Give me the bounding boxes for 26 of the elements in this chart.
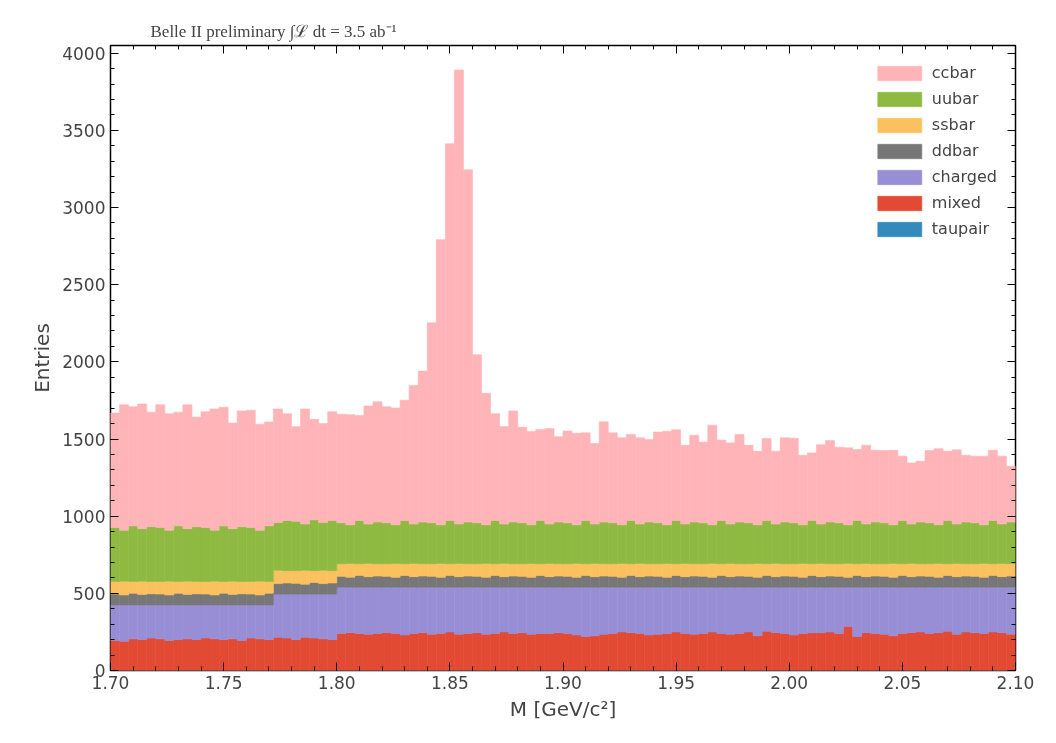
legend-label: taupair xyxy=(931,219,989,238)
y-tick-label: 3000 xyxy=(62,198,106,219)
x-tick-label: 1.95 xyxy=(657,672,696,693)
y-tick-label: 1500 xyxy=(62,429,106,450)
y-tick-label: 2000 xyxy=(62,352,106,373)
x-tick-label: 1.90 xyxy=(544,672,582,693)
x-tick-label: 2.05 xyxy=(883,672,922,693)
legend-label: ccbar xyxy=(931,63,976,82)
x-axis-title: M [GeV/c²] xyxy=(509,696,617,721)
legend-label: charged xyxy=(931,167,997,186)
x-tick-label: 1.75 xyxy=(204,672,243,693)
x-tick-label: 2.00 xyxy=(770,672,809,693)
legend-label: ssbar xyxy=(931,115,976,134)
x-tick-label: 1.80 xyxy=(317,672,356,693)
x-tick-label: 1.85 xyxy=(430,672,469,693)
y-tick-label: 3500 xyxy=(62,120,106,141)
legend-label: ddbar xyxy=(931,141,979,160)
y-tick-label: 2500 xyxy=(62,275,106,296)
legend-label: uubar xyxy=(931,89,979,108)
legend-label: mixed xyxy=(931,193,981,212)
x-tick-label: 2.10 xyxy=(996,672,1035,693)
y-tick-label: 1000 xyxy=(62,506,106,527)
y-tick-label: 4000 xyxy=(62,43,106,64)
y-tick-label: 500 xyxy=(73,583,106,604)
chart-title: Belle II preliminary ∫ℒ dt = 3.5 ab⁻¹ xyxy=(150,21,397,42)
y-axis-title: Entries xyxy=(30,323,55,393)
